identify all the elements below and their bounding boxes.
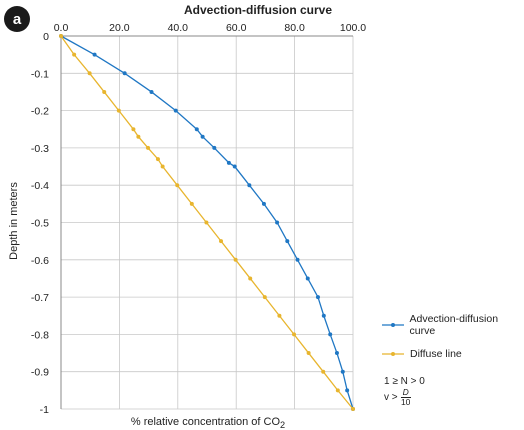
data-point-diffuse xyxy=(248,276,253,281)
data-point-advection xyxy=(226,160,231,165)
data-point-diffuse xyxy=(189,201,194,206)
data-point-diffuse xyxy=(351,407,355,411)
data-point-diffuse xyxy=(59,34,63,38)
annotation-line-1: 1 ≥ N > 0 xyxy=(384,376,425,387)
x-axis-label-text: % relative concentration of CO xyxy=(130,416,281,428)
x-tick-label: 0.0 xyxy=(54,22,69,34)
x-axis-label: % relative concentration of CO2 xyxy=(60,416,356,430)
data-point-diffuse xyxy=(72,52,77,57)
data-point-diffuse xyxy=(321,369,326,374)
annotation-fraction-numerator: D xyxy=(400,387,411,398)
data-point-diffuse xyxy=(102,89,107,94)
data-point-diffuse xyxy=(155,157,160,162)
x-tick-label: 40.0 xyxy=(168,22,189,34)
x-axis-label-subscript: 2 xyxy=(280,420,286,430)
data-point-diffuse xyxy=(306,351,311,356)
chart-title: Advection-diffusion curve xyxy=(183,3,332,17)
legend-label-diffuse: Diffuse line xyxy=(410,348,462,360)
data-point-diffuse xyxy=(116,108,121,113)
data-point-diffuse xyxy=(262,295,267,300)
data-point-advection xyxy=(247,183,252,188)
x-tick-label: 60.0 xyxy=(226,22,247,34)
y-axis-label: Depth in meters xyxy=(8,182,20,260)
y-tick-label: -0.1 xyxy=(31,68,49,80)
y-tick-label: -0.2 xyxy=(31,106,49,118)
x-tick-label: 100.0 xyxy=(340,22,366,34)
y-tick-label: -0.5 xyxy=(31,218,49,230)
legend-item-advection: Advection-diffusion curve xyxy=(382,313,524,337)
y-tick-label: -0.8 xyxy=(31,329,49,341)
data-point-advection xyxy=(261,201,266,206)
x-tick-labels: 0.0 20.0 40.0 60.0 80.0 100.0 xyxy=(54,22,367,34)
data-point-advection xyxy=(295,257,300,262)
data-point-advection xyxy=(285,239,290,244)
data-point-advection xyxy=(340,369,345,374)
x-tick-label: 20.0 xyxy=(109,22,130,34)
annotation-fraction-denominator: 10 xyxy=(400,397,411,407)
data-point-diffuse xyxy=(131,127,136,132)
data-point-diffuse xyxy=(277,313,282,318)
y-tick-labels: 0 -0.1 -0.2 -0.3 -0.4 -0.5 -0.6 -0.7 -0.8 -0.9 -1 xyxy=(31,31,49,416)
y-tick-label: -0.9 xyxy=(31,367,49,379)
legend-item-diffuse: Diffuse line xyxy=(382,347,524,361)
y-tick-label: -1 xyxy=(40,404,49,416)
legend: Advection-diffusion curve Diffuse line xyxy=(382,313,524,376)
data-point-diffuse xyxy=(204,220,209,225)
y-tick-label: -0.7 xyxy=(31,292,49,304)
data-point-advection xyxy=(321,313,326,318)
data-point-advection xyxy=(315,295,320,300)
data-point-advection xyxy=(232,164,237,169)
y-tick-label: -0.3 xyxy=(31,143,49,155)
data-point-advection xyxy=(200,134,205,139)
annotation-line-2-lhs: v > xyxy=(384,392,398,403)
legend-label-advection: Advection-diffusion curve xyxy=(409,313,499,337)
y-tick-label: -0.4 xyxy=(31,180,49,192)
data-point-advection xyxy=(275,220,280,225)
data-point-advection xyxy=(122,71,127,76)
y-tick-label: 0 xyxy=(43,31,49,43)
data-point-diffuse xyxy=(292,332,297,337)
data-point-diffuse xyxy=(175,183,180,188)
data-point-diffuse xyxy=(136,134,141,139)
data-point-advection xyxy=(212,145,217,150)
data-point-advection xyxy=(305,276,310,281)
data-point-diffuse xyxy=(219,239,224,244)
data-point-advection xyxy=(194,127,199,132)
legend-swatch-diffuse xyxy=(382,349,404,359)
data-point-advection xyxy=(334,351,339,356)
data-point-advection xyxy=(149,89,154,94)
legend-swatch-advection xyxy=(382,320,404,330)
data-point-advection xyxy=(92,52,97,57)
annotation-notes: 1 ≥ N > 0 v > D 10 xyxy=(384,375,425,407)
annotation-fraction: D 10 xyxy=(400,387,411,407)
panel-label-badge: a xyxy=(4,6,30,32)
data-point-diffuse xyxy=(160,164,165,169)
x-tick-label: 80.0 xyxy=(284,22,305,34)
data-point-diffuse xyxy=(335,388,340,393)
data-point-advection xyxy=(328,332,333,337)
data-point-diffuse xyxy=(146,145,151,150)
annotation-line-2: v > D 10 xyxy=(384,388,425,407)
axes xyxy=(60,35,353,409)
y-tick-label: -0.6 xyxy=(31,255,49,267)
data-point-diffuse xyxy=(233,257,238,262)
series-group xyxy=(59,34,355,411)
data-point-advection xyxy=(173,108,178,113)
data-point-diffuse xyxy=(87,71,92,76)
data-point-advection xyxy=(345,388,350,393)
